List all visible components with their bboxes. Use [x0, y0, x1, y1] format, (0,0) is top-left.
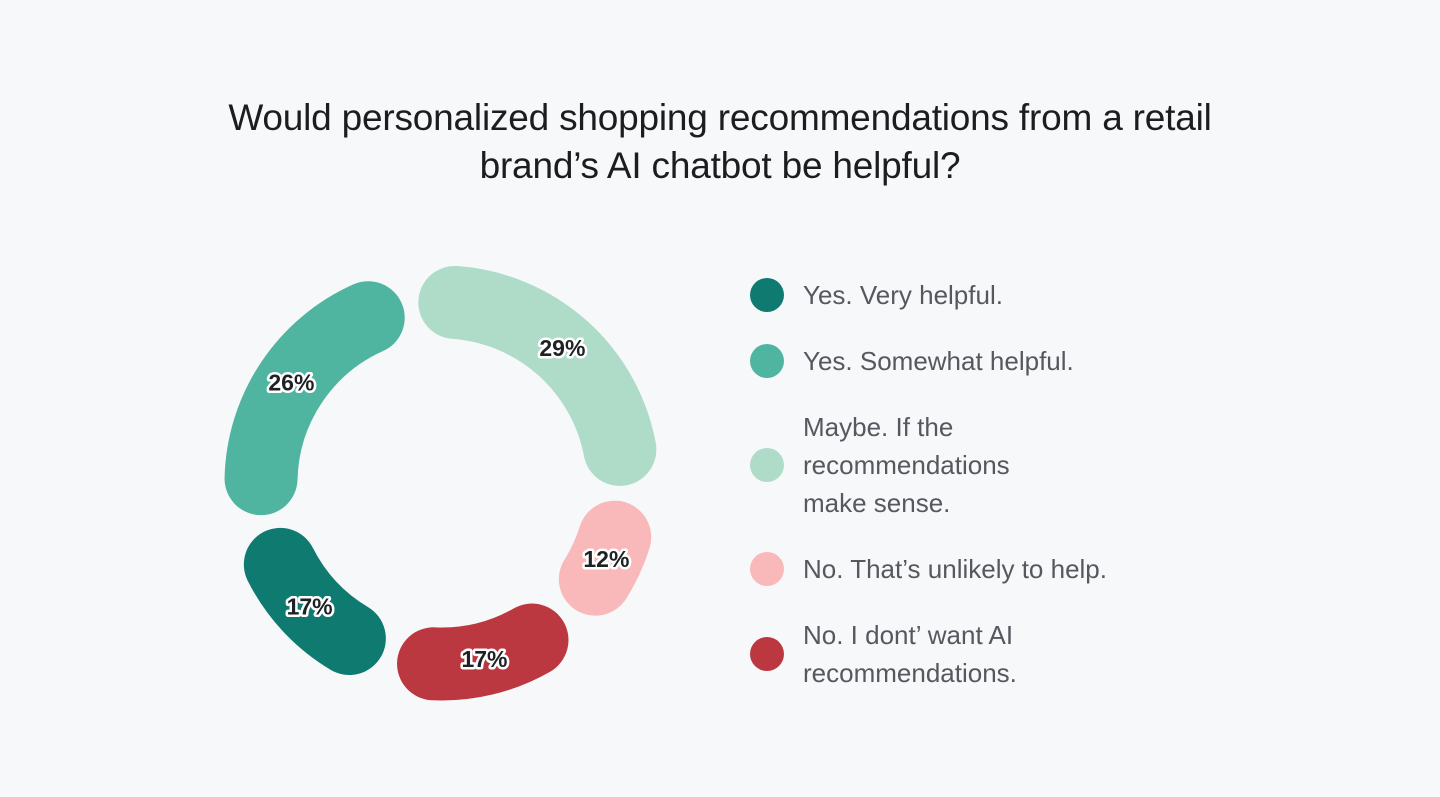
legend-item-no-unlikely: No. That’s unlikely to help.: [750, 550, 1240, 588]
donut-segment-somewhat-helpful: [224, 281, 405, 516]
donut-chart: 29% 12% 17% 17% 26%: [224, 265, 657, 701]
donut-segment-maybe: [418, 265, 657, 486]
legend-swatch-maybe: [750, 448, 784, 482]
legend-label-line: recommendations.: [803, 658, 1017, 688]
legend-label-line: No. That’s unlikely to help.: [803, 554, 1107, 584]
legend-item-very-helpful: Yes. Very helpful.: [750, 276, 1240, 314]
legend-label-line: Yes. Somewhat helpful.: [803, 346, 1074, 376]
legend-item-maybe: Maybe. If the recommendations make sense.: [750, 408, 1240, 522]
legend-label-no-unlikely: No. That’s unlikely to help.: [803, 550, 1107, 588]
segment-value-label-no-dont-want: 17%: [461, 646, 507, 672]
segment-value-label-maybe: 29%: [539, 335, 585, 361]
legend-swatch-no-unlikely: [750, 552, 784, 586]
segment-value-label-somewhat-helpful: 26%: [268, 370, 314, 396]
donut-segment-no-dont-want: [397, 603, 569, 701]
legend-label-line: No. I dont’ want AI: [803, 620, 1014, 650]
donut-segment-no-unlikely: [558, 500, 652, 616]
legend-swatch-somewhat-helpful: [750, 344, 784, 378]
legend-swatch-no-dont-want: [750, 637, 784, 671]
legend-label-line: make sense.: [803, 488, 951, 518]
chart-title-line-1: Would personalized shopping recommendati…: [228, 97, 1212, 138]
segment-value-label-very-helpful: 17%: [287, 593, 333, 619]
legend-label-maybe: Maybe. If the recommendations make sense.: [803, 408, 1010, 522]
legend-label-somewhat-helpful: Yes. Somewhat helpful.: [803, 342, 1074, 380]
legend-label-line: recommendations: [803, 450, 1010, 480]
legend-item-somewhat-helpful: Yes. Somewhat helpful.: [750, 342, 1240, 380]
legend-swatch-very-helpful: [750, 278, 784, 312]
legend-label-line: Maybe. If the: [803, 412, 954, 442]
legend-label-very-helpful: Yes. Very helpful.: [803, 276, 1003, 314]
chart-legend: Yes. Very helpful. Yes. Somewhat helpful.…: [750, 276, 1240, 692]
donut-segment-very-helpful: [243, 527, 386, 675]
legend-label-line: Yes. Very helpful.: [803, 280, 1003, 310]
legend-item-no-dont-want: No. I dont’ want AI recommendations.: [750, 616, 1240, 692]
chart-title-line-2: brand’s AI chatbot be helpful?: [479, 145, 961, 186]
legend-label-no-dont-want: No. I dont’ want AI recommendations.: [803, 616, 1017, 692]
chart-title: Would personalized shopping recommendati…: [0, 94, 1440, 190]
segment-value-label-no-unlikely: 12%: [583, 546, 629, 572]
